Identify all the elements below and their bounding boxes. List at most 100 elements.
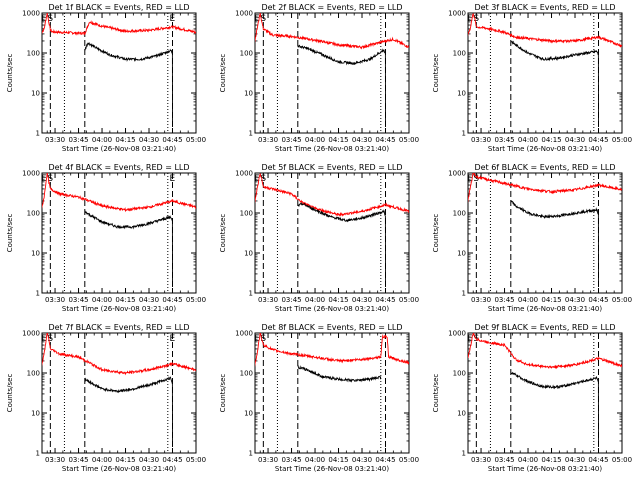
x-axis-label: Start Time (26-Nov-08 03:21:40) (488, 465, 602, 473)
x-tick-label: 03:45 (68, 456, 88, 464)
x-tick-label: 03:30 (471, 456, 491, 464)
x-tick-label: 03:30 (258, 456, 278, 464)
x-axis-label: Start Time (26-Nov-08 03:21:40) (62, 145, 176, 153)
x-tick-label: 04:00 (305, 456, 325, 464)
y-tick-label: 100 (27, 210, 40, 218)
x-tick-label: 03:45 (494, 296, 514, 304)
x-tick-label: 05:00 (186, 296, 206, 304)
x-tick-label: 04:15 (328, 296, 348, 304)
flag-label: E (254, 14, 260, 24)
events-series-line (297, 364, 382, 383)
y-tick-label: 1000 (235, 10, 253, 18)
x-tick-label: 04:30 (565, 136, 585, 144)
lld-series-line (468, 173, 622, 203)
events-series-line (510, 200, 599, 282)
y-tick-label: 1 (462, 130, 466, 138)
x-axis-label: Start Time (26-Nov-08 03:21:40) (62, 465, 176, 473)
flag-label: E (467, 334, 473, 344)
panel-title: Det 1f BLACK = Events, RED = LLD (48, 3, 189, 12)
x-tick-label: 04:45 (375, 296, 395, 304)
x-tick-label: 04:15 (115, 136, 135, 144)
panel-det-6: Det 6f BLACK = Events, RED = LLD 1 10 100 10… (432, 163, 632, 313)
panel-det-5: Det 5f BLACK = Events, RED = LLD 1 10 100 10… (219, 163, 419, 313)
x-axis-label: Start Time (26-Nov-08 03:21:40) (275, 145, 389, 153)
lld-series-line (255, 333, 409, 368)
y-tick-label: 10 (244, 90, 253, 98)
plot-frame (41, 12, 197, 134)
events-series-line (84, 210, 173, 282)
y-axis-label: Counts/sec (6, 374, 14, 413)
x-tick-label: 03:30 (45, 456, 65, 464)
x-tick-label: 04:15 (328, 456, 348, 464)
y-axis-label: Counts/sec (219, 374, 227, 413)
plot-frame (467, 172, 623, 294)
x-tick-label: 03:45 (494, 456, 514, 464)
lld-series-line (468, 333, 622, 370)
flag-label: E (170, 174, 176, 184)
x-tick-label: 03:45 (281, 456, 301, 464)
y-tick-label: 100 (240, 370, 253, 378)
panel-title: Det 3f BLACK = Events, RED = LLD (474, 3, 615, 12)
plot-frame (254, 12, 410, 134)
panel-title: Det 5f BLACK = Events, RED = LLD (261, 163, 402, 172)
y-tick-label: 1000 (22, 170, 40, 178)
x-tick-label: 04:45 (162, 136, 182, 144)
flag-label: S (47, 174, 53, 184)
x-tick-label: 04:30 (139, 136, 159, 144)
flag-label: E (254, 334, 260, 344)
flag-label: E (467, 14, 473, 24)
y-axis-label: Counts/sec (219, 214, 227, 253)
x-tick-label: 04:00 (92, 456, 112, 464)
x-tick-label: 04:30 (352, 136, 372, 144)
panel-title: Det 2f BLACK = Events, RED = LLD (261, 3, 402, 12)
panel-det-9: Det 9f BLACK = Events, RED = LLD 1 10 100 10… (432, 323, 632, 473)
x-axis-label: Start Time (26-Nov-08 03:21:40) (488, 145, 602, 153)
flag-label: S (473, 174, 479, 184)
x-tick-label: 04:15 (541, 136, 561, 144)
plot-frame (467, 332, 623, 454)
panel-det-3: Det 3f BLACK = Events, RED = LLD 1 10 100 10… (432, 3, 632, 153)
x-tick-label: 04:45 (162, 296, 182, 304)
x-axis-label: Start Time (26-Nov-08 03:21:40) (275, 465, 389, 473)
x-tick-label: 04:00 (92, 296, 112, 304)
flag-label: E (170, 334, 176, 344)
x-tick-label: 04:15 (115, 456, 135, 464)
y-tick-label: 1 (36, 130, 40, 138)
flag-label: S (47, 334, 53, 344)
y-tick-label: 1000 (448, 330, 466, 338)
y-axis-label: Counts/sec (219, 54, 227, 93)
y-tick-label: 100 (240, 50, 253, 58)
flag-label: E (467, 174, 473, 184)
y-tick-label: 100 (27, 370, 40, 378)
y-tick-label: 100 (453, 210, 466, 218)
x-tick-label: 04:30 (565, 296, 585, 304)
plot-frame (254, 332, 410, 454)
x-tick-label: 04:00 (92, 136, 112, 144)
x-tick-label: 03:30 (45, 136, 65, 144)
x-tick-label: 04:15 (541, 296, 561, 304)
y-tick-label: 10 (31, 90, 40, 98)
x-tick-label: 03:45 (68, 296, 88, 304)
flag-label: E (41, 14, 47, 24)
x-tick-label: 03:30 (258, 136, 278, 144)
x-axis-label: Start Time (26-Nov-08 03:21:40) (488, 305, 602, 313)
y-axis-label: Counts/sec (432, 214, 440, 253)
x-tick-label: 04:15 (115, 296, 135, 304)
y-tick-label: 1000 (22, 330, 40, 338)
y-tick-label: 100 (453, 370, 466, 378)
lld-series-line (255, 13, 409, 50)
x-tick-label: 04:00 (518, 136, 538, 144)
plot-frame (254, 172, 410, 294)
y-tick-label: 1 (36, 450, 40, 458)
events-series-line (84, 376, 173, 442)
panel-det-1: Det 1f BLACK = Events, RED = LLD 1 10 100 10… (6, 3, 206, 153)
y-tick-label: 1000 (235, 330, 253, 338)
x-tick-label: 04:00 (518, 296, 538, 304)
flag-label: S (260, 174, 266, 184)
y-tick-label: 100 (453, 50, 466, 58)
panel-det-8: Det 8f BLACK = Events, RED = LLD 1 10 100 10… (219, 323, 419, 473)
x-tick-label: 04:45 (162, 456, 182, 464)
panel-title: Det 7f BLACK = Events, RED = LLD (48, 323, 189, 332)
x-tick-label: 04:30 (139, 296, 159, 304)
flag-label: E (254, 174, 260, 184)
